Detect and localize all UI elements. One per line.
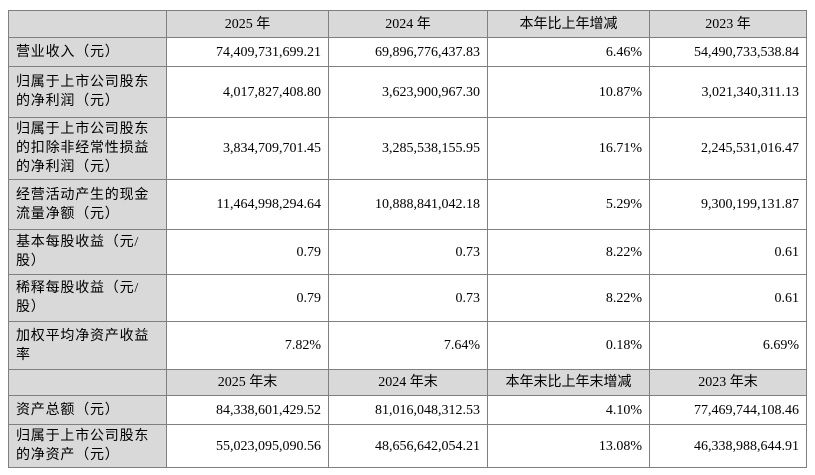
- column-header-end-change: 本年末比上年末增减: [487, 369, 650, 396]
- row-label-basic-eps: 基本每股收益（元/股）: [8, 229, 167, 275]
- value-cell: 3,285,538,155.95: [328, 117, 488, 180]
- column-header-2024: 2024 年: [328, 10, 488, 38]
- value-cell: 3,834,709,701.45: [166, 117, 329, 180]
- value-cell: 6.46%: [487, 37, 650, 67]
- row-label-diluted-eps: 稀释每股收益（元/股）: [8, 274, 167, 322]
- row-label-net-profit: 归属于上市公司股东的净利润（元）: [8, 66, 167, 118]
- value-cell: 77,469,744,108.46: [649, 395, 807, 425]
- value-cell: 0.79: [166, 229, 329, 275]
- table-row: 资产总额（元） 84,338,601,429.52 81,016,048,312…: [8, 395, 807, 425]
- value-cell: 8.22%: [487, 274, 650, 322]
- value-cell: 0.18%: [487, 321, 650, 370]
- table-row: 营业收入（元） 74,409,731,699.21 69,896,776,437…: [8, 37, 807, 67]
- value-cell: 11,464,998,294.64: [166, 179, 329, 230]
- row-label-net-profit-excl-nonrecurring: 归属于上市公司股东的扣除非经常性损益的净利润（元）: [8, 117, 167, 180]
- value-cell: 0.73: [328, 229, 488, 275]
- value-cell: 54,490,733,538.84: [649, 37, 807, 67]
- value-cell: 3,623,900,967.30: [328, 66, 488, 118]
- value-cell: 0.61: [649, 229, 807, 275]
- table-row: 稀释每股收益（元/股） 0.79 0.73 8.22% 0.61: [8, 274, 807, 322]
- row-label-total-assets: 资产总额（元）: [8, 395, 167, 425]
- value-cell: 46,338,988,644.91: [649, 424, 807, 468]
- value-cell: 0.79: [166, 274, 329, 322]
- value-cell: 0.73: [328, 274, 488, 322]
- column-header-2024-end: 2024 年末: [328, 369, 488, 396]
- financial-summary-table: 2025 年 2024 年 本年比上年增减 2023 年 营业收入（元） 74,…: [8, 10, 807, 468]
- row-label-weighted-avg-roe: 加权平均净资产收益率: [8, 321, 167, 370]
- corner-cell: [8, 369, 167, 396]
- value-cell: 7.64%: [328, 321, 488, 370]
- value-cell: 16.71%: [487, 117, 650, 180]
- value-cell: 84,338,601,429.52: [166, 395, 329, 425]
- value-cell: 3,021,340,311.13: [649, 66, 807, 118]
- value-cell: 81,016,048,312.53: [328, 395, 488, 425]
- table-header-row-annual: 2025 年 2024 年 本年比上年增减 2023 年: [8, 10, 807, 38]
- value-cell: 10.87%: [487, 66, 650, 118]
- value-cell: 6.69%: [649, 321, 807, 370]
- value-cell: 10,888,841,042.18: [328, 179, 488, 230]
- table-row: 归属于上市公司股东的扣除非经常性损益的净利润（元） 3,834,709,701.…: [8, 117, 807, 180]
- value-cell: 7.82%: [166, 321, 329, 370]
- corner-cell: [8, 10, 167, 38]
- value-cell: 55,023,095,090.56: [166, 424, 329, 468]
- column-header-2025: 2025 年: [166, 10, 329, 38]
- value-cell: 13.08%: [487, 424, 650, 468]
- value-cell: 74,409,731,699.21: [166, 37, 329, 67]
- table-header-row-period-end: 2025 年末 2024 年末 本年末比上年末增减 2023 年末: [8, 369, 807, 396]
- row-label-operating-revenue: 营业收入（元）: [8, 37, 167, 67]
- value-cell: 4,017,827,408.80: [166, 66, 329, 118]
- table-row: 经营活动产生的现金流量净额（元） 11,464,998,294.64 10,88…: [8, 179, 807, 230]
- table-row: 基本每股收益（元/股） 0.79 0.73 8.22% 0.61: [8, 229, 807, 275]
- value-cell: 0.61: [649, 274, 807, 322]
- row-label-net-assets: 归属于上市公司股东的净资产（元）: [8, 424, 167, 468]
- column-header-2025-end: 2025 年末: [166, 369, 329, 396]
- column-header-2023: 2023 年: [649, 10, 807, 38]
- table-row: 归属于上市公司股东的净利润（元） 4,017,827,408.80 3,623,…: [8, 66, 807, 118]
- value-cell: 9,300,199,131.87: [649, 179, 807, 230]
- value-cell: 2,245,531,016.47: [649, 117, 807, 180]
- row-label-operating-cash-flow: 经营活动产生的现金流量净额（元）: [8, 179, 167, 230]
- value-cell: 4.10%: [487, 395, 650, 425]
- value-cell: 5.29%: [487, 179, 650, 230]
- table-row: 归属于上市公司股东的净资产（元） 55,023,095,090.56 48,65…: [8, 424, 807, 468]
- table-row: 加权平均净资产收益率 7.82% 7.64% 0.18% 6.69%: [8, 321, 807, 370]
- value-cell: 8.22%: [487, 229, 650, 275]
- column-header-2023-end: 2023 年末: [649, 369, 807, 396]
- value-cell: 48,656,642,054.21: [328, 424, 488, 468]
- value-cell: 69,896,776,437.83: [328, 37, 488, 67]
- column-header-yoy-change: 本年比上年增减: [487, 10, 650, 38]
